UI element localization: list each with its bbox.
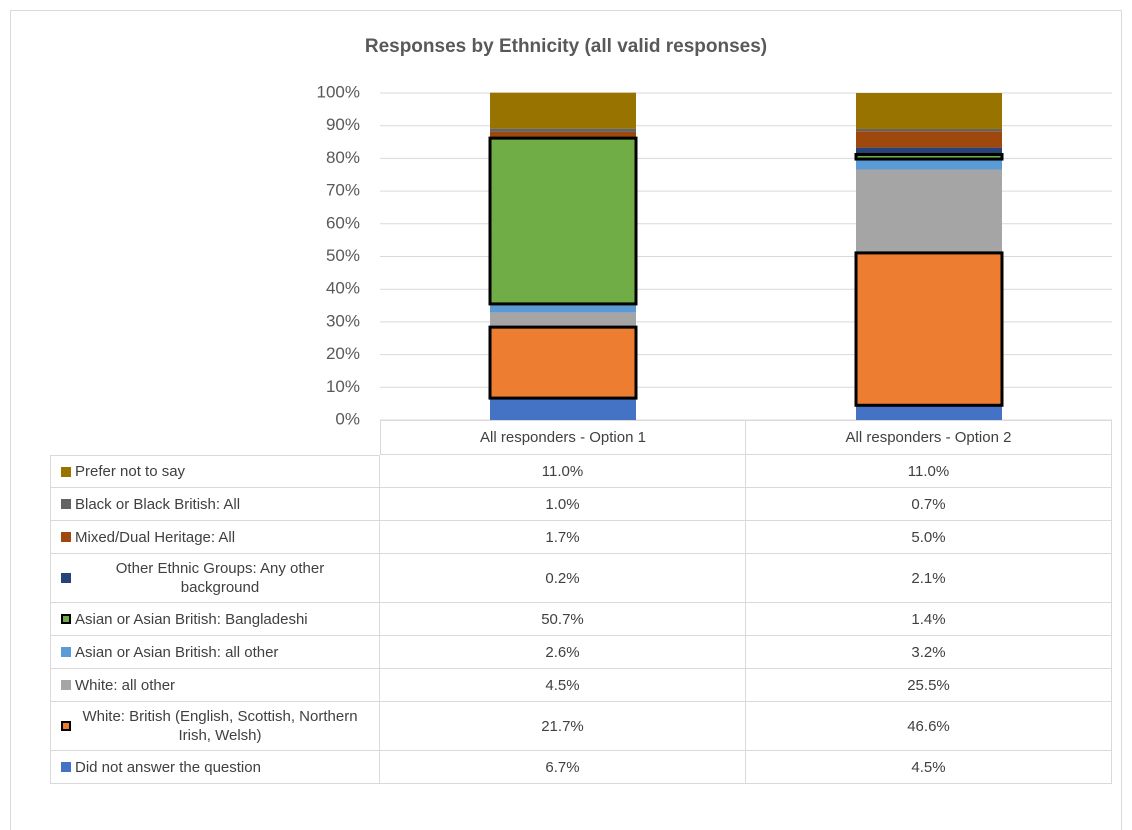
bar-segment — [856, 147, 1002, 155]
bar-segment — [856, 93, 1002, 129]
legend-cell: Prefer not to say — [50, 455, 380, 488]
legend-swatch — [61, 466, 71, 477]
legend-swatch — [61, 721, 71, 731]
bar-segment — [490, 312, 636, 328]
bar-segment — [856, 169, 1002, 253]
legend-label: Other Ethnic Groups: Any other backgroun… — [115, 560, 325, 596]
table-value: 0.2% — [380, 554, 746, 603]
table-value: 1.7% — [380, 521, 746, 554]
legend-swatch — [61, 573, 71, 583]
table-value: 11.0% — [380, 455, 746, 488]
category-header: All responders - Option 2 — [746, 420, 1112, 455]
legend-label: Asian or Asian British: all other — [75, 643, 279, 661]
bar-segment — [490, 92, 636, 129]
bar-segment — [490, 303, 636, 313]
bar-segment — [488, 136, 638, 306]
bar-segment — [856, 131, 1002, 148]
y-tick-label: 100% — [317, 82, 360, 101]
legend-label: Mixed/Dual Heritage: All — [75, 528, 236, 546]
bar-segment — [488, 325, 638, 400]
bar-segment — [854, 251, 1004, 407]
legend-cell: Did not answer the question — [50, 751, 380, 784]
legend-label: Black or Black British: All — [75, 495, 241, 513]
table-value: 2.6% — [380, 636, 746, 669]
legend-swatch — [61, 680, 71, 690]
y-tick-label: 80% — [326, 148, 360, 167]
table-value: 4.5% — [746, 751, 1112, 784]
legend-label: White: British (English, Scottish, North… — [82, 708, 358, 744]
legend-swatch — [61, 647, 71, 657]
legend-swatch — [61, 499, 71, 509]
y-tick-label: 10% — [326, 377, 360, 396]
legend-cell: Asian or Asian British: all other — [50, 636, 380, 669]
y-tick-label: 60% — [326, 213, 360, 232]
y-tick-label: 50% — [326, 246, 360, 265]
bar-segment — [854, 152, 1004, 161]
legend-label: Did not answer the question — [75, 758, 261, 776]
bar-segment — [856, 405, 1002, 420]
bar-segment — [490, 128, 636, 132]
legend-swatch — [61, 762, 71, 772]
y-tick-label: 90% — [326, 115, 360, 134]
table-value: 11.0% — [746, 455, 1112, 488]
table-value: 4.5% — [380, 669, 746, 702]
table-value: 25.5% — [746, 669, 1112, 702]
legend-cell: Asian or Asian British: Bangladeshi — [50, 603, 380, 636]
bar-segment — [490, 398, 636, 420]
table-value: 50.7% — [380, 603, 746, 636]
bar-segment — [856, 128, 1002, 132]
table-value: 1.0% — [380, 488, 746, 521]
legend-label: Prefer not to say — [75, 463, 186, 480]
legend-swatch — [61, 614, 71, 624]
table-value: 6.7% — [380, 751, 746, 784]
legend-swatch — [61, 532, 71, 542]
legend-cell: Other Ethnic Groups: Any other backgroun… — [50, 554, 380, 603]
y-tick-label: 70% — [326, 181, 360, 200]
category-header: All responders - Option 1 — [380, 420, 746, 455]
table-value: 0.7% — [746, 488, 1112, 521]
table-value: 46.6% — [746, 702, 1112, 751]
table-value: 1.4% — [746, 603, 1112, 636]
table-value: 3.2% — [746, 636, 1112, 669]
legend-label: Asian or Asian British: Bangladeshi — [75, 610, 308, 628]
legend-cell: Black or Black British: All — [50, 488, 380, 521]
chart-frame — [10, 10, 1122, 830]
table-value: 21.7% — [380, 702, 746, 751]
y-tick-label: 0% — [335, 409, 360, 428]
y-tick-label: 20% — [326, 344, 360, 363]
y-tick-label: 30% — [326, 311, 360, 330]
chart-title: Responses by Ethnicity (all valid respon… — [365, 36, 767, 57]
bar-segment — [856, 159, 1002, 170]
bar-segment — [490, 131, 636, 138]
legend-cell: White: British (English, Scottish, North… — [50, 702, 380, 751]
legend-cell: White: all other — [50, 669, 380, 702]
y-tick-label: 40% — [326, 279, 360, 298]
legend-label: White: all other — [75, 676, 176, 694]
table-value: 5.0% — [746, 521, 1112, 554]
table-value: 2.1% — [746, 554, 1112, 603]
legend-cell: Mixed/Dual Heritage: All — [50, 521, 380, 554]
